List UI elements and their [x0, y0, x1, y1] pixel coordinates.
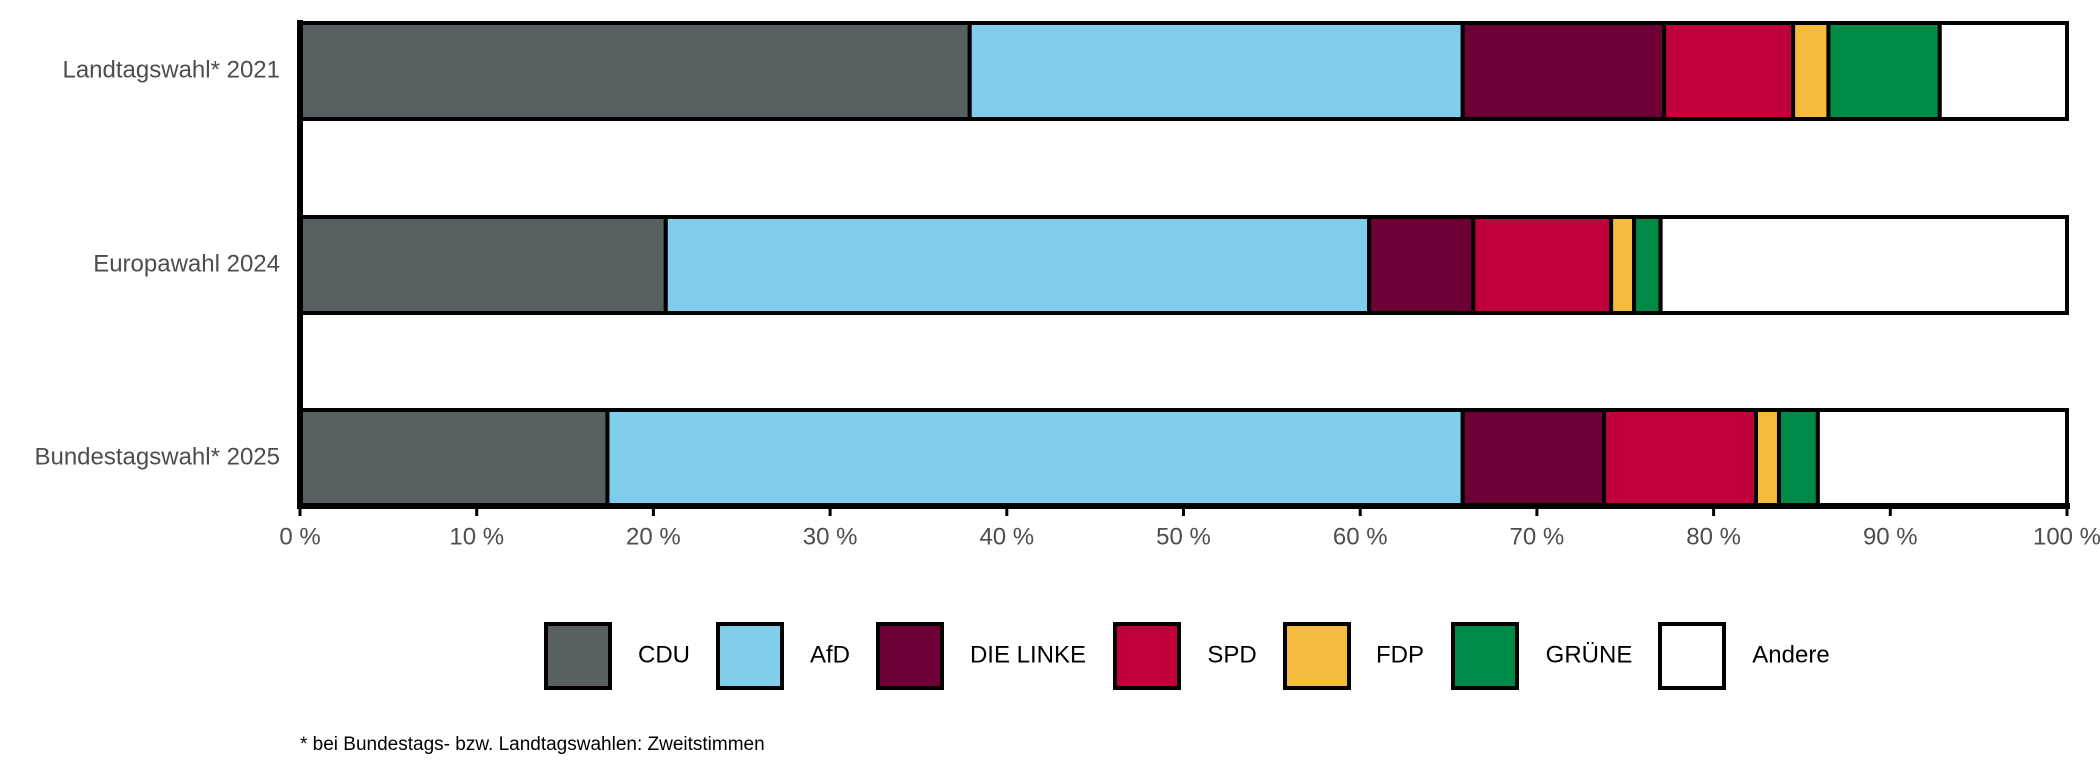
legend-swatch: [544, 622, 612, 690]
x-tick-label: 70 %: [1510, 523, 1565, 550]
bar-segment: [1632, 215, 1663, 315]
bar-segment: [1937, 21, 2069, 121]
legend-swatch: [1283, 622, 1351, 690]
x-tick-label: 100 %: [2033, 523, 2100, 550]
bar-segment: [1754, 408, 1781, 508]
x-tick-label: 50 %: [1156, 523, 1211, 550]
bar-segment: [1815, 408, 2070, 508]
legend-swatch: [1658, 622, 1726, 690]
bar-segment: [1460, 21, 1667, 121]
bar-segment: [967, 21, 1465, 121]
y-tick-label: Bundestagswahl* 2025: [34, 443, 280, 470]
bar-segment: [298, 21, 972, 121]
bar-segment: [663, 215, 1372, 315]
legend-label: Andere: [1752, 641, 1829, 668]
legend-label: CDU: [638, 641, 690, 668]
x-tick-label: 20 %: [626, 523, 681, 550]
legend-swatch: [1451, 622, 1519, 690]
legend-label: FDP: [1376, 641, 1424, 668]
bar-segment: [1602, 408, 1759, 508]
legend-label: DIE LINKE: [970, 641, 1086, 668]
legend-label: GRÜNE: [1546, 641, 1633, 668]
y-tick-label: Europawahl 2024: [93, 250, 280, 277]
bar-segment: [298, 215, 668, 315]
x-tick-label: 30 %: [803, 523, 858, 550]
x-tick-label: 10 %: [449, 523, 504, 550]
bar-segment: [1658, 215, 2069, 315]
bar-segment: [1367, 215, 1476, 315]
y-tick-label: Landtagswahl* 2021: [62, 56, 280, 83]
bar-segment: [298, 408, 610, 508]
legend-label: SPD: [1207, 641, 1256, 668]
legend-swatch: [876, 622, 944, 690]
x-tick-label: 60 %: [1333, 523, 1388, 550]
x-tick-label: 90 %: [1863, 523, 1918, 550]
x-tick-label: 0 %: [279, 523, 320, 550]
bar-segment: [605, 408, 1465, 508]
legend-swatch: [1113, 622, 1181, 690]
x-tick-label: 80 %: [1686, 523, 1741, 550]
footnote: * bei Bundestags- bzw. Landtagswahlen: Z…: [300, 734, 765, 755]
legend-label: AfD: [810, 641, 850, 668]
legend-swatch: [716, 622, 784, 690]
bar-segment: [1826, 21, 1942, 121]
bar-segment: [1460, 408, 1607, 508]
bar-segment: [1609, 215, 1637, 315]
bar-segment: [1791, 21, 1831, 121]
bar-segment: [1662, 21, 1796, 121]
x-tick-label: 40 %: [979, 523, 1034, 550]
bar-segment: [1471, 215, 1614, 315]
bar-segment: [1776, 408, 1820, 508]
